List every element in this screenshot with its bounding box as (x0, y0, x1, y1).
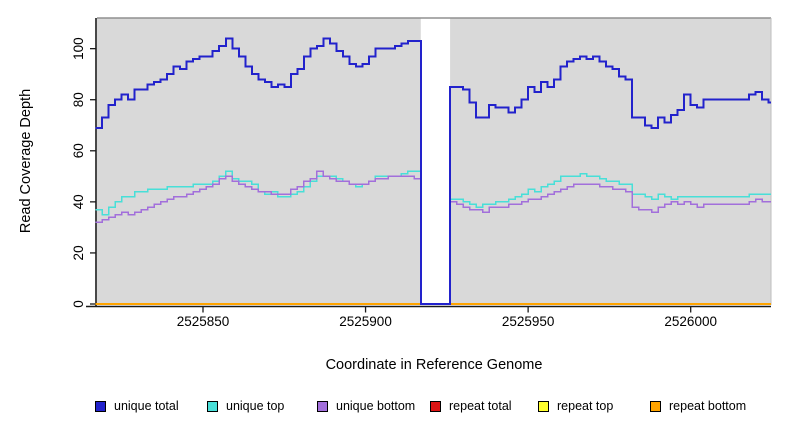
legend-swatch-icon (207, 400, 218, 412)
y-tick-label: 40 (71, 194, 86, 209)
x-tick-label: 2525900 (339, 314, 392, 329)
y-tick-label: 100 (71, 37, 86, 60)
x-tick-label: 2525850 (177, 314, 230, 329)
legend-label: unique bottom (336, 399, 416, 413)
legend-swatch-icon (430, 400, 441, 412)
legend-item-repeat-top: repeat top (538, 399, 613, 413)
legend-label: unique top (226, 399, 285, 413)
legend-label: repeat top (557, 399, 614, 413)
legend-item-repeat-total: repeat total (430, 399, 512, 413)
coverage-gap-band (420, 17, 451, 305)
legend-swatch-icon (538, 400, 549, 412)
y-tick-label: 0 (71, 300, 86, 308)
x-tick-label: 2525950 (502, 314, 555, 329)
legend-label: unique total (114, 399, 179, 413)
legend-label: repeat bottom (669, 399, 747, 413)
series-line-unique-top (95, 170, 771, 305)
legend-swatch-icon (650, 400, 661, 412)
legend-label: repeat total (449, 399, 512, 413)
series-line-unique-bottom (95, 170, 771, 305)
x-tick-label: 2526000 (664, 314, 717, 329)
legend-swatch-icon (317, 400, 328, 412)
y-tick-label: 20 (71, 245, 86, 260)
series-line-unique-total (95, 37, 771, 305)
legend-item-unique-total: unique total (95, 399, 179, 413)
legend-item-repeat-bottom: repeat bottom (650, 399, 746, 413)
y-axis-title: Read Coverage Depth (18, 88, 34, 234)
legend-item-unique-bottom: unique bottom (317, 399, 415, 413)
legend-swatch-icon (95, 400, 106, 412)
y-tick-label: 60 (71, 143, 86, 158)
x-axis-title: Coordinate in Reference Genome (325, 357, 543, 373)
legend-item-unique-top: unique top (207, 399, 284, 413)
y-tick-label: 80 (71, 92, 86, 107)
